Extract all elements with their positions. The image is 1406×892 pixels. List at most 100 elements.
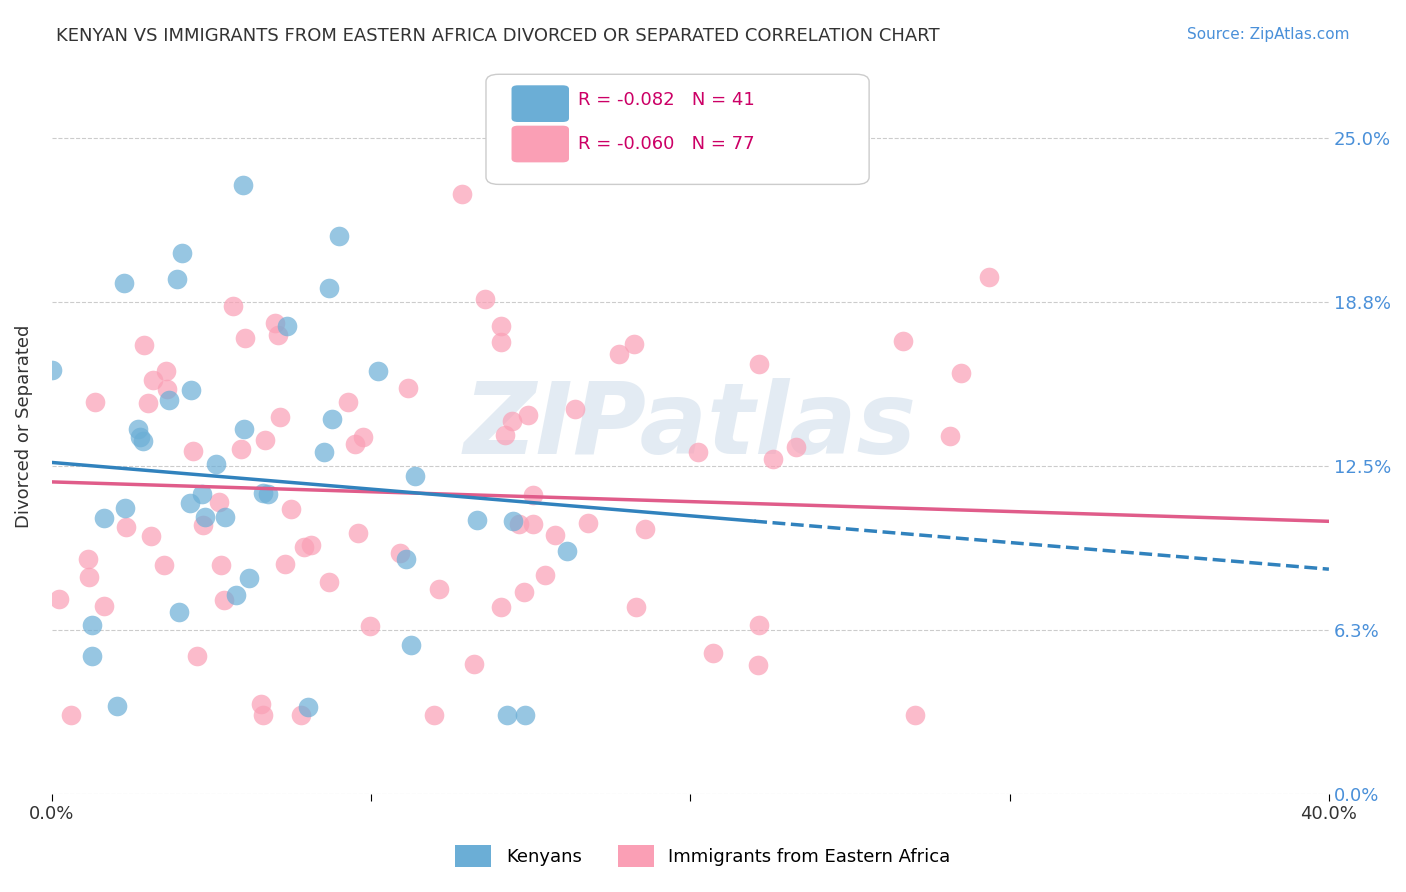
Point xyxy=(155,364,177,378)
Point xyxy=(396,382,419,396)
Point xyxy=(785,440,807,454)
Legend: Kenyans, Immigrants from Eastern Africa: Kenyans, Immigrants from Eastern Africa xyxy=(449,838,957,874)
Point xyxy=(274,558,297,572)
Point xyxy=(399,638,422,652)
Point xyxy=(93,599,115,613)
Point xyxy=(544,528,567,542)
Point xyxy=(489,335,512,350)
Point xyxy=(762,452,785,467)
Point xyxy=(59,708,82,723)
Point xyxy=(127,421,149,435)
Point xyxy=(290,708,312,723)
Point xyxy=(214,510,236,524)
Text: KENYAN VS IMMIGRANTS FROM EASTERN AFRICA DIVORCED OR SEPARATED CORRELATION CHART: KENYAN VS IMMIGRANTS FROM EASTERN AFRICA… xyxy=(56,27,939,45)
Point xyxy=(222,298,245,312)
Point xyxy=(328,228,350,243)
Point xyxy=(555,544,578,558)
Point xyxy=(463,657,485,671)
Point xyxy=(624,600,647,615)
Point xyxy=(142,373,165,387)
Point xyxy=(138,396,160,410)
Point xyxy=(80,617,103,632)
Point xyxy=(209,558,232,572)
Point xyxy=(367,364,389,378)
Point xyxy=(474,292,496,306)
Point xyxy=(156,382,179,396)
Point xyxy=(112,276,135,290)
Point xyxy=(491,599,513,614)
Point xyxy=(939,429,962,443)
Point xyxy=(501,414,523,428)
Point xyxy=(623,337,645,351)
Text: Source: ZipAtlas.com: Source: ZipAtlas.com xyxy=(1187,27,1350,42)
Point xyxy=(292,540,315,554)
Y-axis label: Divorced or Separated: Divorced or Separated xyxy=(15,325,32,528)
Point xyxy=(891,334,914,349)
Point xyxy=(422,708,444,723)
Point xyxy=(321,412,343,426)
Point xyxy=(977,270,1000,285)
Point xyxy=(748,618,770,632)
Point xyxy=(267,327,290,342)
Point xyxy=(257,487,280,501)
Point xyxy=(84,395,107,409)
Point xyxy=(534,568,557,582)
Point xyxy=(389,546,412,560)
Point xyxy=(134,338,156,352)
Point xyxy=(225,588,247,602)
Point xyxy=(607,347,630,361)
Point xyxy=(634,522,657,536)
Text: R = -0.082   N = 41: R = -0.082 N = 41 xyxy=(578,91,755,109)
Point xyxy=(502,514,524,528)
Text: ZIPatlas: ZIPatlas xyxy=(464,378,917,475)
Point xyxy=(82,649,104,664)
Point xyxy=(252,708,274,723)
Point xyxy=(48,591,70,606)
Point xyxy=(170,245,193,260)
Point xyxy=(238,571,260,585)
Point xyxy=(235,331,257,345)
Point xyxy=(129,430,152,444)
Point xyxy=(249,697,271,711)
Text: R = -0.060   N = 77: R = -0.060 N = 77 xyxy=(578,135,755,153)
Point xyxy=(297,699,319,714)
FancyBboxPatch shape xyxy=(512,86,569,122)
Point xyxy=(132,434,155,449)
Point xyxy=(186,649,208,664)
Point xyxy=(748,357,770,371)
Point xyxy=(180,383,202,397)
Point xyxy=(495,708,517,723)
Point xyxy=(141,529,163,543)
Point xyxy=(253,433,276,447)
Point xyxy=(515,708,537,723)
Point xyxy=(190,486,212,500)
Point xyxy=(513,584,536,599)
Point xyxy=(451,187,474,202)
Point xyxy=(232,178,254,193)
Point xyxy=(41,363,63,377)
Point xyxy=(229,442,252,456)
Point xyxy=(280,502,302,516)
Point xyxy=(166,272,188,286)
Point xyxy=(276,319,298,334)
FancyBboxPatch shape xyxy=(486,74,869,185)
Point xyxy=(352,430,374,444)
Point xyxy=(576,516,599,530)
Point xyxy=(114,519,136,533)
Point xyxy=(93,511,115,525)
Point xyxy=(79,570,101,584)
Point xyxy=(212,592,235,607)
Point xyxy=(747,657,769,672)
Point xyxy=(702,646,724,660)
Point xyxy=(494,427,516,442)
Point xyxy=(301,538,323,552)
Point xyxy=(153,558,176,573)
Point xyxy=(179,496,201,510)
Point xyxy=(157,392,180,407)
Point xyxy=(522,517,544,532)
Point xyxy=(208,495,231,509)
Point xyxy=(517,408,540,422)
FancyBboxPatch shape xyxy=(512,126,569,162)
Point xyxy=(264,316,287,330)
Point xyxy=(318,281,340,295)
